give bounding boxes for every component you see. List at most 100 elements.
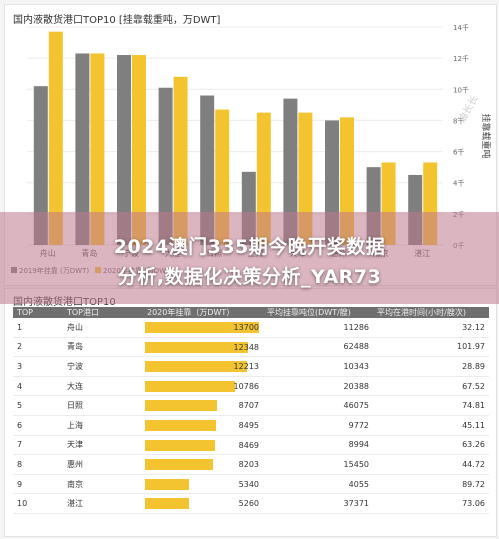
dwt-value: 10786 (233, 381, 259, 391)
rank-cell: 2 (13, 337, 63, 358)
table-row: 1 舟山 13700 11286 32.12 (13, 318, 489, 338)
bar-chart-title: 国内液散货港口TOP10 [挂靠载重吨，万DWT] (13, 15, 221, 26)
dwt-value: 8203 (238, 460, 259, 470)
port-table: TOP TOP港口 2020年挂靠（万DWT） 平均挂靠吨位(DWT/艘) 平均… (13, 307, 489, 514)
table-header-row: TOP TOP港口 2020年挂靠（万DWT） 平均挂靠吨位(DWT/艘) 平均… (13, 307, 489, 318)
avg-hours-cell: 74.81 (373, 395, 489, 416)
rank-cell: 8 (13, 454, 63, 475)
avg-tonnage-cell: 37371 (263, 493, 373, 514)
table-panel: 国内液散货港口TOP10 TOP TOP港口 2020年挂靠（万DWT） 平均挂… (4, 288, 497, 537)
dwt-bar-cell: 10786 (143, 376, 263, 397)
overlay-line-1: 2024澳门335期今晚开奖数据 (113, 236, 386, 258)
bar-series1 (117, 55, 131, 246)
rank-cell: 10 (13, 493, 63, 514)
dwt-bar (145, 361, 247, 373)
avg-tonnage-cell: 20388 (263, 376, 373, 397)
avg-tonnage-cell: 11286 (263, 318, 373, 338)
overlay-line-2: 分析,数据化决策分析_YAR73 (117, 266, 382, 288)
dwt-value: 5340 (238, 479, 259, 489)
avg-tonnage-cell: 4055 (263, 474, 373, 495)
col-header-port: TOP港口 (63, 307, 143, 318)
port-cell: 大连 (63, 376, 143, 397)
bar-series2 (298, 112, 313, 246)
bar-series2 (173, 76, 188, 245)
avg-tonnage-cell: 8994 (263, 435, 373, 456)
rank-cell: 4 (13, 376, 63, 397)
port-cell: 青岛 (63, 337, 143, 358)
avg-hours-cell: 44.72 (373, 454, 489, 475)
col-header-dwt: 2020年挂靠（万DWT） (143, 307, 263, 318)
avg-hours-cell: 45.11 (373, 415, 489, 436)
dwt-value: 13700 (233, 323, 259, 332)
avg-hours-cell: 32.12 (373, 318, 489, 338)
dwt-value: 8495 (238, 420, 259, 430)
y-tick-label: 6千 (453, 148, 464, 157)
avg-tonnage-cell: 15450 (263, 454, 373, 475)
avg-hours-cell: 67.52 (373, 376, 489, 397)
avg-hours-cell: 63.26 (373, 435, 489, 456)
col-header-avg-tonnage: 平均挂靠吨位(DWT/艘) (263, 307, 373, 318)
bar-series1 (200, 95, 215, 245)
dwt-bar-cell: 5260 (143, 493, 263, 514)
dwt-bar (145, 400, 217, 412)
dwt-bar-cell: 12213 (143, 356, 263, 377)
avg-tonnage-cell: 9772 (263, 415, 373, 436)
rank-cell: 7 (13, 435, 63, 456)
y-tick-label: 10千 (453, 85, 469, 94)
dwt-bar-cell: 8203 (143, 454, 263, 475)
dwt-bar-cell: 8469 (143, 435, 263, 456)
table-body: 1 舟山 13700 11286 32.12 2 青岛 12348 62488 101.97 3 宁波… (13, 318, 489, 514)
rank-cell: 1 (13, 318, 63, 338)
avg-tonnage-cell: 62488 (263, 337, 373, 358)
table-row: 4 大连 10786 20388 67.52 (13, 376, 489, 397)
avg-hours-cell: 28.89 (373, 356, 489, 377)
bar-series1 (158, 87, 173, 245)
avg-hours-cell: 101.97 (373, 337, 489, 358)
table-row: 9 南京 5340 4055 89.72 (13, 474, 489, 495)
table-row: 5 日照 8707 46075 74.81 (13, 395, 489, 416)
y-tick-label: 8千 (453, 116, 464, 125)
y-tick-label: 12千 (453, 54, 469, 63)
table-row: 6 上海 8495 9772 45.11 (13, 415, 489, 436)
dwt-bar-cell: 12348 (143, 337, 263, 358)
port-cell: 天津 (63, 435, 143, 456)
table-row: 2 青岛 12348 62488 101.97 (13, 337, 489, 358)
dwt-value: 8469 (238, 440, 259, 450)
dwt-bar-cell: 13700 (143, 318, 263, 338)
col-header-top: TOP (13, 307, 63, 318)
y-tick-label: 4千 (453, 179, 464, 188)
rank-cell: 5 (13, 395, 63, 416)
bar-series1 (33, 86, 48, 246)
col-header-avg-hours: 平均在港时间(小时/艘次) (373, 307, 489, 318)
dwt-bar (145, 380, 235, 392)
overlay-banner: 2024澳门335期今晚开奖数据 分析,数据化决策分析_YAR73 (0, 212, 499, 304)
bar-series2 (215, 109, 230, 246)
rank-cell: 3 (13, 356, 63, 377)
avg-hours-cell: 73.06 (373, 493, 489, 514)
dwt-value: 12348 (233, 342, 259, 352)
bar-series2 (90, 53, 105, 245)
dwt-bar (145, 439, 215, 451)
y-tick-label: 14千 (453, 23, 469, 32)
avg-tonnage-cell: 46075 (263, 395, 373, 416)
table-row: 7 天津 8469 8994 63.26 (13, 435, 489, 456)
dwt-bar (145, 341, 248, 353)
dwt-bar-cell: 8495 (143, 415, 263, 436)
port-cell: 南京 (63, 474, 143, 495)
dwt-bar (145, 322, 259, 333)
dwt-value: 8707 (238, 401, 259, 411)
port-cell: 惠州 (63, 454, 143, 475)
bar-series1 (75, 53, 90, 245)
avg-hours-cell: 89.72 (373, 474, 489, 495)
table-row: 3 宁波 12213 10343 28.89 (13, 356, 489, 377)
bar-series2 (132, 55, 146, 246)
port-cell: 宁波 (63, 356, 143, 377)
port-cell: 上海 (63, 415, 143, 436)
bar-series1 (283, 98, 298, 245)
rank-cell: 9 (13, 474, 63, 495)
dwt-bar-cell: 8707 (143, 395, 263, 416)
dwt-value: 12213 (233, 362, 259, 372)
y-axis-label: 挂靠载重吨 (480, 113, 492, 158)
table-row: 10 湛江 5260 37371 73.06 (13, 493, 489, 514)
